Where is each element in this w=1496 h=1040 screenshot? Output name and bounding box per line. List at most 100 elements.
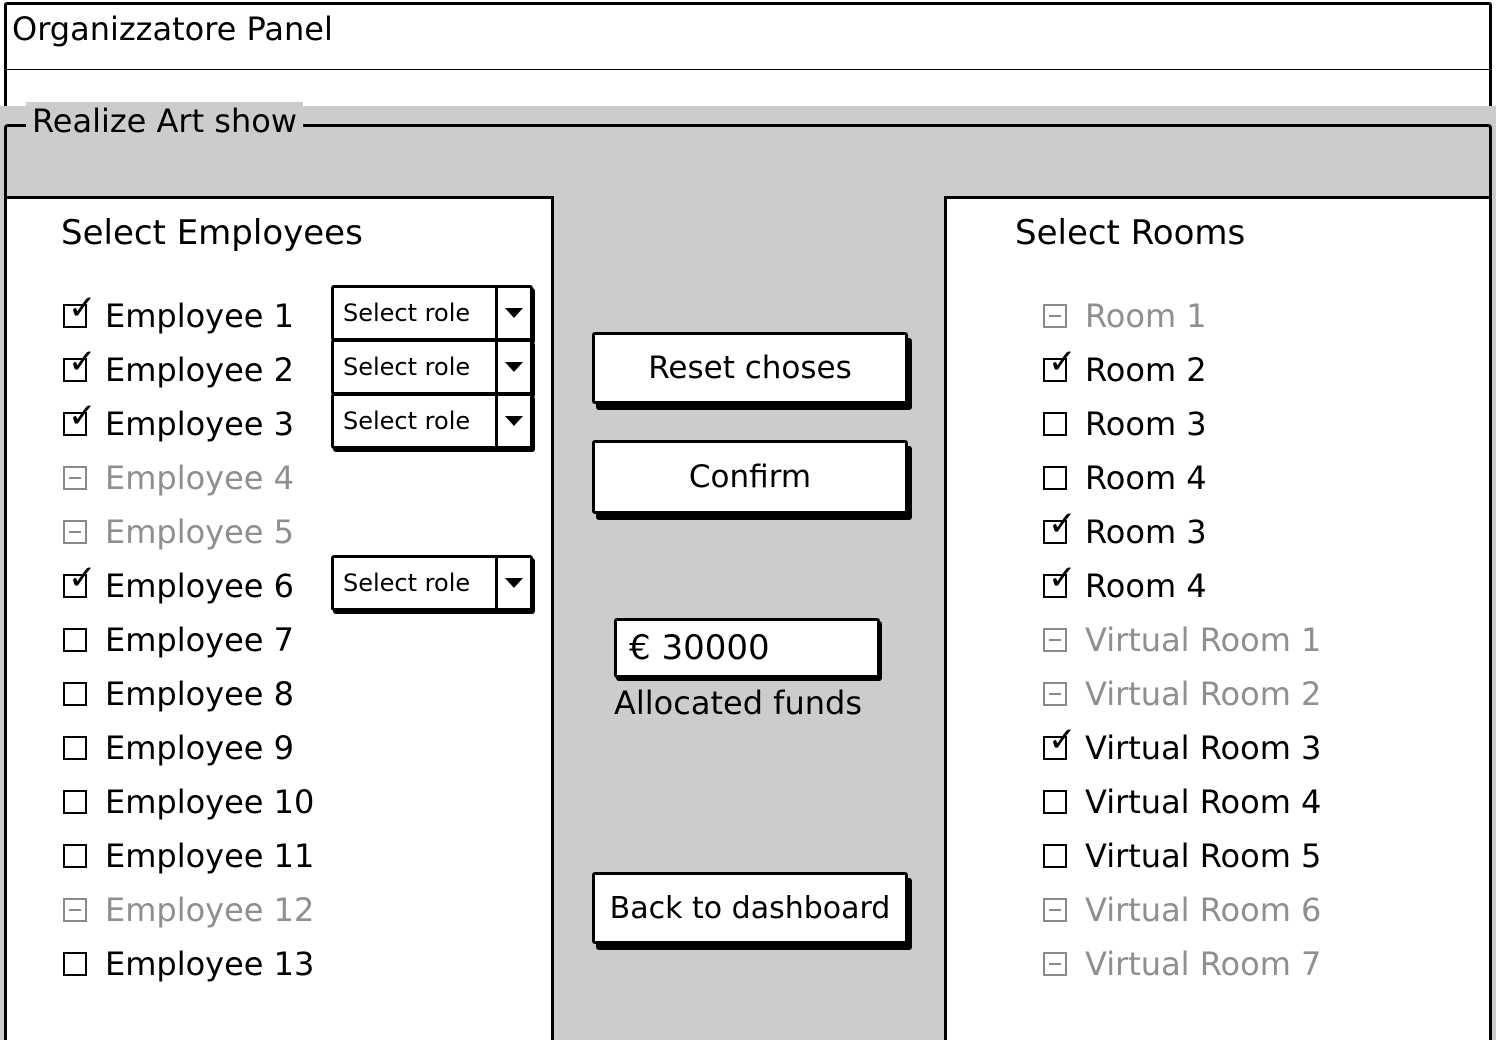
chevron-down-icon[interactable] <box>495 558 530 608</box>
room-checkbox[interactable] <box>1043 342 1077 382</box>
employee-checkbox[interactable] <box>63 898 87 922</box>
room-item[interactable]: Virtual Room 5 <box>1043 829 1473 883</box>
room-item[interactable]: Virtual Room 6 <box>1043 883 1473 937</box>
employee-checkbox[interactable] <box>63 396 97 436</box>
chevron-down-icon[interactable] <box>495 342 530 392</box>
room-checkbox[interactable] <box>1043 682 1067 706</box>
employee-item[interactable]: Employee 8 <box>63 667 543 721</box>
reset-choices-button[interactable]: Reset choses <box>592 332 908 404</box>
employee-checkbox[interactable] <box>63 790 87 814</box>
employee-label: Employee 1 <box>105 297 295 335</box>
employee-checkbox[interactable] <box>63 558 97 598</box>
employee-item[interactable]: Employee 13 <box>63 937 543 991</box>
employee-list: Employee 1 Select role Employee 2 Select ro… <box>63 285 543 991</box>
employee-item[interactable]: Employee 10 <box>63 775 543 829</box>
employee-item[interactable]: Employee 3 <box>63 396 543 451</box>
room-item[interactable]: Room 3 <box>1043 504 1473 559</box>
room-label: Virtual Room 3 <box>1085 729 1322 767</box>
employee-label: Employee 10 <box>105 783 315 821</box>
room-checkbox[interactable] <box>1043 504 1077 544</box>
role-select[interactable]: Select role <box>331 555 533 611</box>
employee-item[interactable]: Employee 1 <box>63 288 543 343</box>
room-label: Virtual Room 7 <box>1085 945 1322 983</box>
employee-item[interactable]: Employee 2 <box>63 342 543 397</box>
employee-item[interactable]: Employee 9 <box>63 721 543 775</box>
chevron-down-icon[interactable] <box>495 288 530 338</box>
employee-checkbox[interactable] <box>63 520 87 544</box>
employee-label: Employee 9 <box>105 729 295 767</box>
room-list: Room 1 Room 2 Room 3 Room 4 Room 3 Room 4 Virt… <box>1043 289 1473 991</box>
room-item[interactable]: Room 1 <box>1043 289 1473 343</box>
room-checkbox[interactable] <box>1043 466 1067 490</box>
role-select[interactable]: Select role <box>331 285 533 341</box>
employee-item[interactable]: Employee 4 <box>63 451 543 505</box>
employee-checkbox[interactable] <box>63 466 87 490</box>
chevron-down-icon[interactable] <box>495 396 530 446</box>
room-item[interactable]: Virtual Room 7 <box>1043 937 1473 991</box>
room-item[interactable]: Room 2 <box>1043 342 1473 397</box>
room-checkbox[interactable] <box>1043 628 1067 652</box>
employee-label: Employee 6 <box>105 567 295 605</box>
room-item[interactable]: Room 4 <box>1043 451 1473 505</box>
room-item[interactable]: Virtual Room 2 <box>1043 667 1473 721</box>
room-label: Room 1 <box>1085 297 1207 335</box>
role-select[interactable]: Select role <box>331 339 533 395</box>
employee-label: Employee 11 <box>105 837 315 875</box>
room-checkbox[interactable] <box>1043 952 1067 976</box>
room-item[interactable]: Virtual Room 3 <box>1043 720 1473 775</box>
employee-label: Employee 4 <box>105 459 295 497</box>
window-title: Organizzatore Panel <box>12 10 333 48</box>
employee-checkbox[interactable] <box>63 952 87 976</box>
employee-label: Employee 3 <box>105 405 295 443</box>
role-select-value: Select role <box>343 353 471 381</box>
allocated-funds-input[interactable]: € 30000 <box>614 618 880 678</box>
role-select[interactable]: Select role <box>331 393 533 449</box>
fieldset-legend: Realize Art show <box>26 102 303 140</box>
employee-item[interactable]: Employee 11 <box>63 829 543 883</box>
role-select-value: Select role <box>343 569 471 597</box>
room-label: Room 2 <box>1085 351 1207 389</box>
room-checkbox[interactable] <box>1043 558 1077 598</box>
room-item[interactable]: Virtual Room 4 <box>1043 775 1473 829</box>
room-label: Room 3 <box>1085 513 1207 551</box>
room-checkbox[interactable] <box>1043 304 1067 328</box>
employee-item[interactable]: Employee 7 <box>63 613 543 667</box>
employee-label: Employee 2 <box>105 351 295 389</box>
role-select-value: Select role <box>343 407 471 435</box>
employee-item[interactable]: Employee 5 <box>63 505 543 559</box>
room-label: Room 4 <box>1085 567 1207 605</box>
room-label: Virtual Room 6 <box>1085 891 1322 929</box>
room-checkbox[interactable] <box>1043 412 1067 436</box>
room-item[interactable]: Room 3 <box>1043 397 1473 451</box>
room-label: Virtual Room 1 <box>1085 621 1322 659</box>
employees-panel-title: Select Employees <box>61 213 363 253</box>
employee-item[interactable]: Employee 12 <box>63 883 543 937</box>
back-to-dashboard-button[interactable]: Back to dashboard <box>592 872 908 944</box>
room-checkbox[interactable] <box>1043 844 1067 868</box>
employee-label: Employee 8 <box>105 675 295 713</box>
employee-checkbox[interactable] <box>63 628 87 652</box>
employee-label: Employee 13 <box>105 945 315 983</box>
room-label: Virtual Room 4 <box>1085 783 1322 821</box>
employee-checkbox[interactable] <box>63 288 97 328</box>
employee-label: Employee 5 <box>105 513 295 551</box>
employee-label: Employee 7 <box>105 621 295 659</box>
room-item[interactable]: Virtual Room 1 <box>1043 613 1473 667</box>
confirm-button[interactable]: Confirm <box>592 440 908 514</box>
employee-checkbox[interactable] <box>63 342 97 382</box>
room-item[interactable]: Room 4 <box>1043 558 1473 613</box>
allocated-funds-label: Allocated funds <box>614 684 862 722</box>
room-label: Virtual Room 2 <box>1085 675 1322 713</box>
employee-checkbox[interactable] <box>63 736 87 760</box>
room-label: Virtual Room 5 <box>1085 837 1322 875</box>
room-checkbox[interactable] <box>1043 790 1067 814</box>
room-checkbox[interactable] <box>1043 898 1067 922</box>
room-label: Room 3 <box>1085 405 1207 443</box>
room-checkbox[interactable] <box>1043 720 1077 760</box>
employee-checkbox[interactable] <box>63 844 87 868</box>
employee-item[interactable]: Employee 6 <box>63 558 543 613</box>
employee-label: Employee 12 <box>105 891 315 929</box>
employee-checkbox[interactable] <box>63 682 87 706</box>
rooms-panel-title: Select Rooms <box>1015 213 1246 253</box>
